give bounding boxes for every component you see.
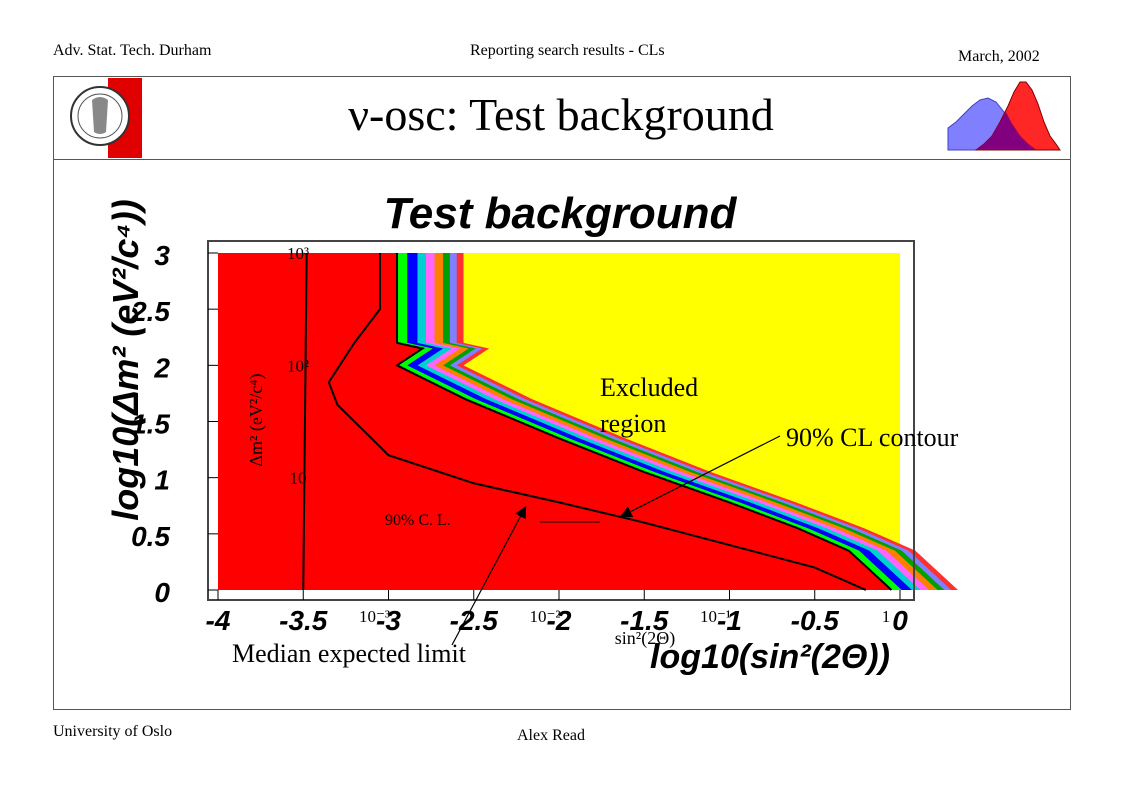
y-tick-label: 1.5 xyxy=(131,409,170,440)
inner-x-label: sin²(2Θ) xyxy=(615,628,675,649)
x-tick-label: -2.5 xyxy=(450,605,499,636)
x-axis-label: log10(sin²(2Θ)) xyxy=(650,638,890,676)
excluded-label-line1: Excluded xyxy=(600,373,698,402)
header-left: Adv. Stat. Tech. Durham xyxy=(53,42,212,59)
contour-arrow xyxy=(619,435,781,518)
inner-x-tick: 10⁻² xyxy=(529,607,560,626)
x-tick-label: -4 xyxy=(206,605,231,636)
title-divider xyxy=(53,159,1071,160)
slide-frame xyxy=(53,76,1071,710)
inner-y-tick: 10³ xyxy=(287,244,309,263)
slide-title: ν-osc: Test background xyxy=(348,89,774,140)
vertical-line xyxy=(302,252,308,591)
x-tick-label: -3 xyxy=(376,605,401,636)
y-tick-label: 2.5 xyxy=(130,296,170,327)
y-tick-label: 0.5 xyxy=(131,521,170,552)
inner-x-tick: 10⁻¹ xyxy=(700,607,731,626)
y-tick-label: 0 xyxy=(154,577,170,608)
excluded-region xyxy=(218,253,892,590)
header-center: Reporting search results - CLs xyxy=(470,42,665,59)
histogram-logo xyxy=(947,81,1061,151)
median-expected-line xyxy=(327,253,867,591)
chart-title: Test background xyxy=(384,189,738,238)
footer-center: Alex Read xyxy=(517,727,585,744)
median-label: Median expected limit xyxy=(232,639,467,668)
excluded-label-line2: region xyxy=(600,409,666,438)
plot-frame xyxy=(207,240,915,601)
university-logo xyxy=(70,78,142,158)
x-tick-label: -0.5 xyxy=(791,605,840,636)
inner-y-label: Δm² (eV²/c⁴) xyxy=(246,373,267,466)
x-tick-label: 0 xyxy=(892,605,908,636)
x-tick-label: -1.5 xyxy=(620,605,669,636)
x-tick-label: -1 xyxy=(717,605,742,636)
inner-y-tick: 10 xyxy=(290,469,307,488)
inner-cl-label: 90% C. L. xyxy=(385,512,451,529)
y-tick-label: 1 xyxy=(154,465,170,496)
x-tick-label: -2 xyxy=(547,605,572,636)
x-tick-label: -3.5 xyxy=(279,605,328,636)
inner-y-tick: 10² xyxy=(287,356,309,375)
contour-90-line xyxy=(395,253,893,591)
footer-left: University of Oslo xyxy=(53,723,173,740)
y-tick-label: 3 xyxy=(154,240,170,271)
y-tick-label: 2 xyxy=(153,352,170,383)
median-arrow xyxy=(451,505,527,646)
contour-label: 90% CL contour xyxy=(786,423,959,452)
y-axis-label: log10(Δm² (eV²/c⁴)) xyxy=(105,199,146,521)
inner-x-tick: 1 xyxy=(882,607,891,626)
header-right: March, 2002 xyxy=(958,48,1040,65)
inner-x-tick: 10⁻³ xyxy=(359,607,390,626)
